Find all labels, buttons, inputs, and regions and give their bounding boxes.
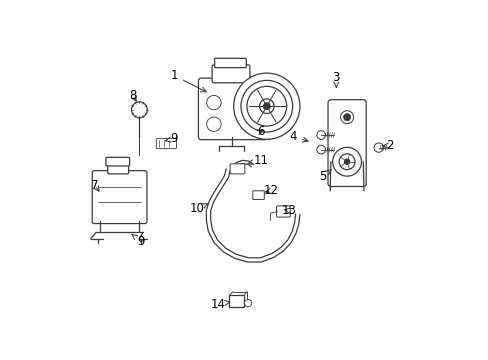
Circle shape: [241, 80, 292, 132]
Circle shape: [233, 73, 299, 139]
Text: 2: 2: [382, 139, 393, 152]
Text: 6: 6: [256, 125, 264, 138]
FancyBboxPatch shape: [252, 191, 264, 199]
FancyBboxPatch shape: [156, 139, 176, 149]
FancyBboxPatch shape: [327, 100, 366, 186]
Text: 1: 1: [170, 69, 205, 92]
Circle shape: [339, 154, 354, 170]
Text: 10: 10: [189, 202, 207, 215]
FancyBboxPatch shape: [250, 103, 263, 134]
Circle shape: [340, 111, 353, 124]
Bar: [229, 295, 244, 307]
Circle shape: [131, 102, 147, 118]
Text: 3: 3: [332, 71, 339, 87]
FancyBboxPatch shape: [107, 164, 128, 174]
Circle shape: [343, 114, 350, 121]
FancyBboxPatch shape: [212, 65, 249, 83]
Text: 4: 4: [289, 130, 307, 143]
FancyBboxPatch shape: [106, 157, 129, 166]
Circle shape: [244, 300, 251, 307]
Text: 9: 9: [164, 132, 178, 145]
FancyBboxPatch shape: [276, 206, 289, 217]
Circle shape: [344, 159, 349, 164]
Text: 12: 12: [264, 184, 279, 197]
Circle shape: [316, 131, 325, 139]
Circle shape: [316, 145, 325, 154]
FancyBboxPatch shape: [214, 58, 246, 68]
Text: 11: 11: [247, 154, 267, 167]
Circle shape: [373, 143, 383, 152]
Text: 14: 14: [211, 298, 229, 311]
Text: 5: 5: [319, 169, 331, 183]
FancyBboxPatch shape: [198, 78, 266, 140]
Text: 13: 13: [282, 204, 296, 217]
FancyBboxPatch shape: [230, 164, 244, 174]
Circle shape: [259, 99, 274, 113]
FancyBboxPatch shape: [92, 171, 146, 224]
Circle shape: [332, 147, 361, 176]
Text: 8: 8: [129, 89, 136, 102]
Circle shape: [206, 95, 221, 110]
Text: 9: 9: [132, 235, 144, 248]
Text: 7: 7: [91, 179, 99, 192]
Circle shape: [246, 86, 286, 126]
Circle shape: [206, 117, 221, 131]
Circle shape: [263, 103, 269, 109]
